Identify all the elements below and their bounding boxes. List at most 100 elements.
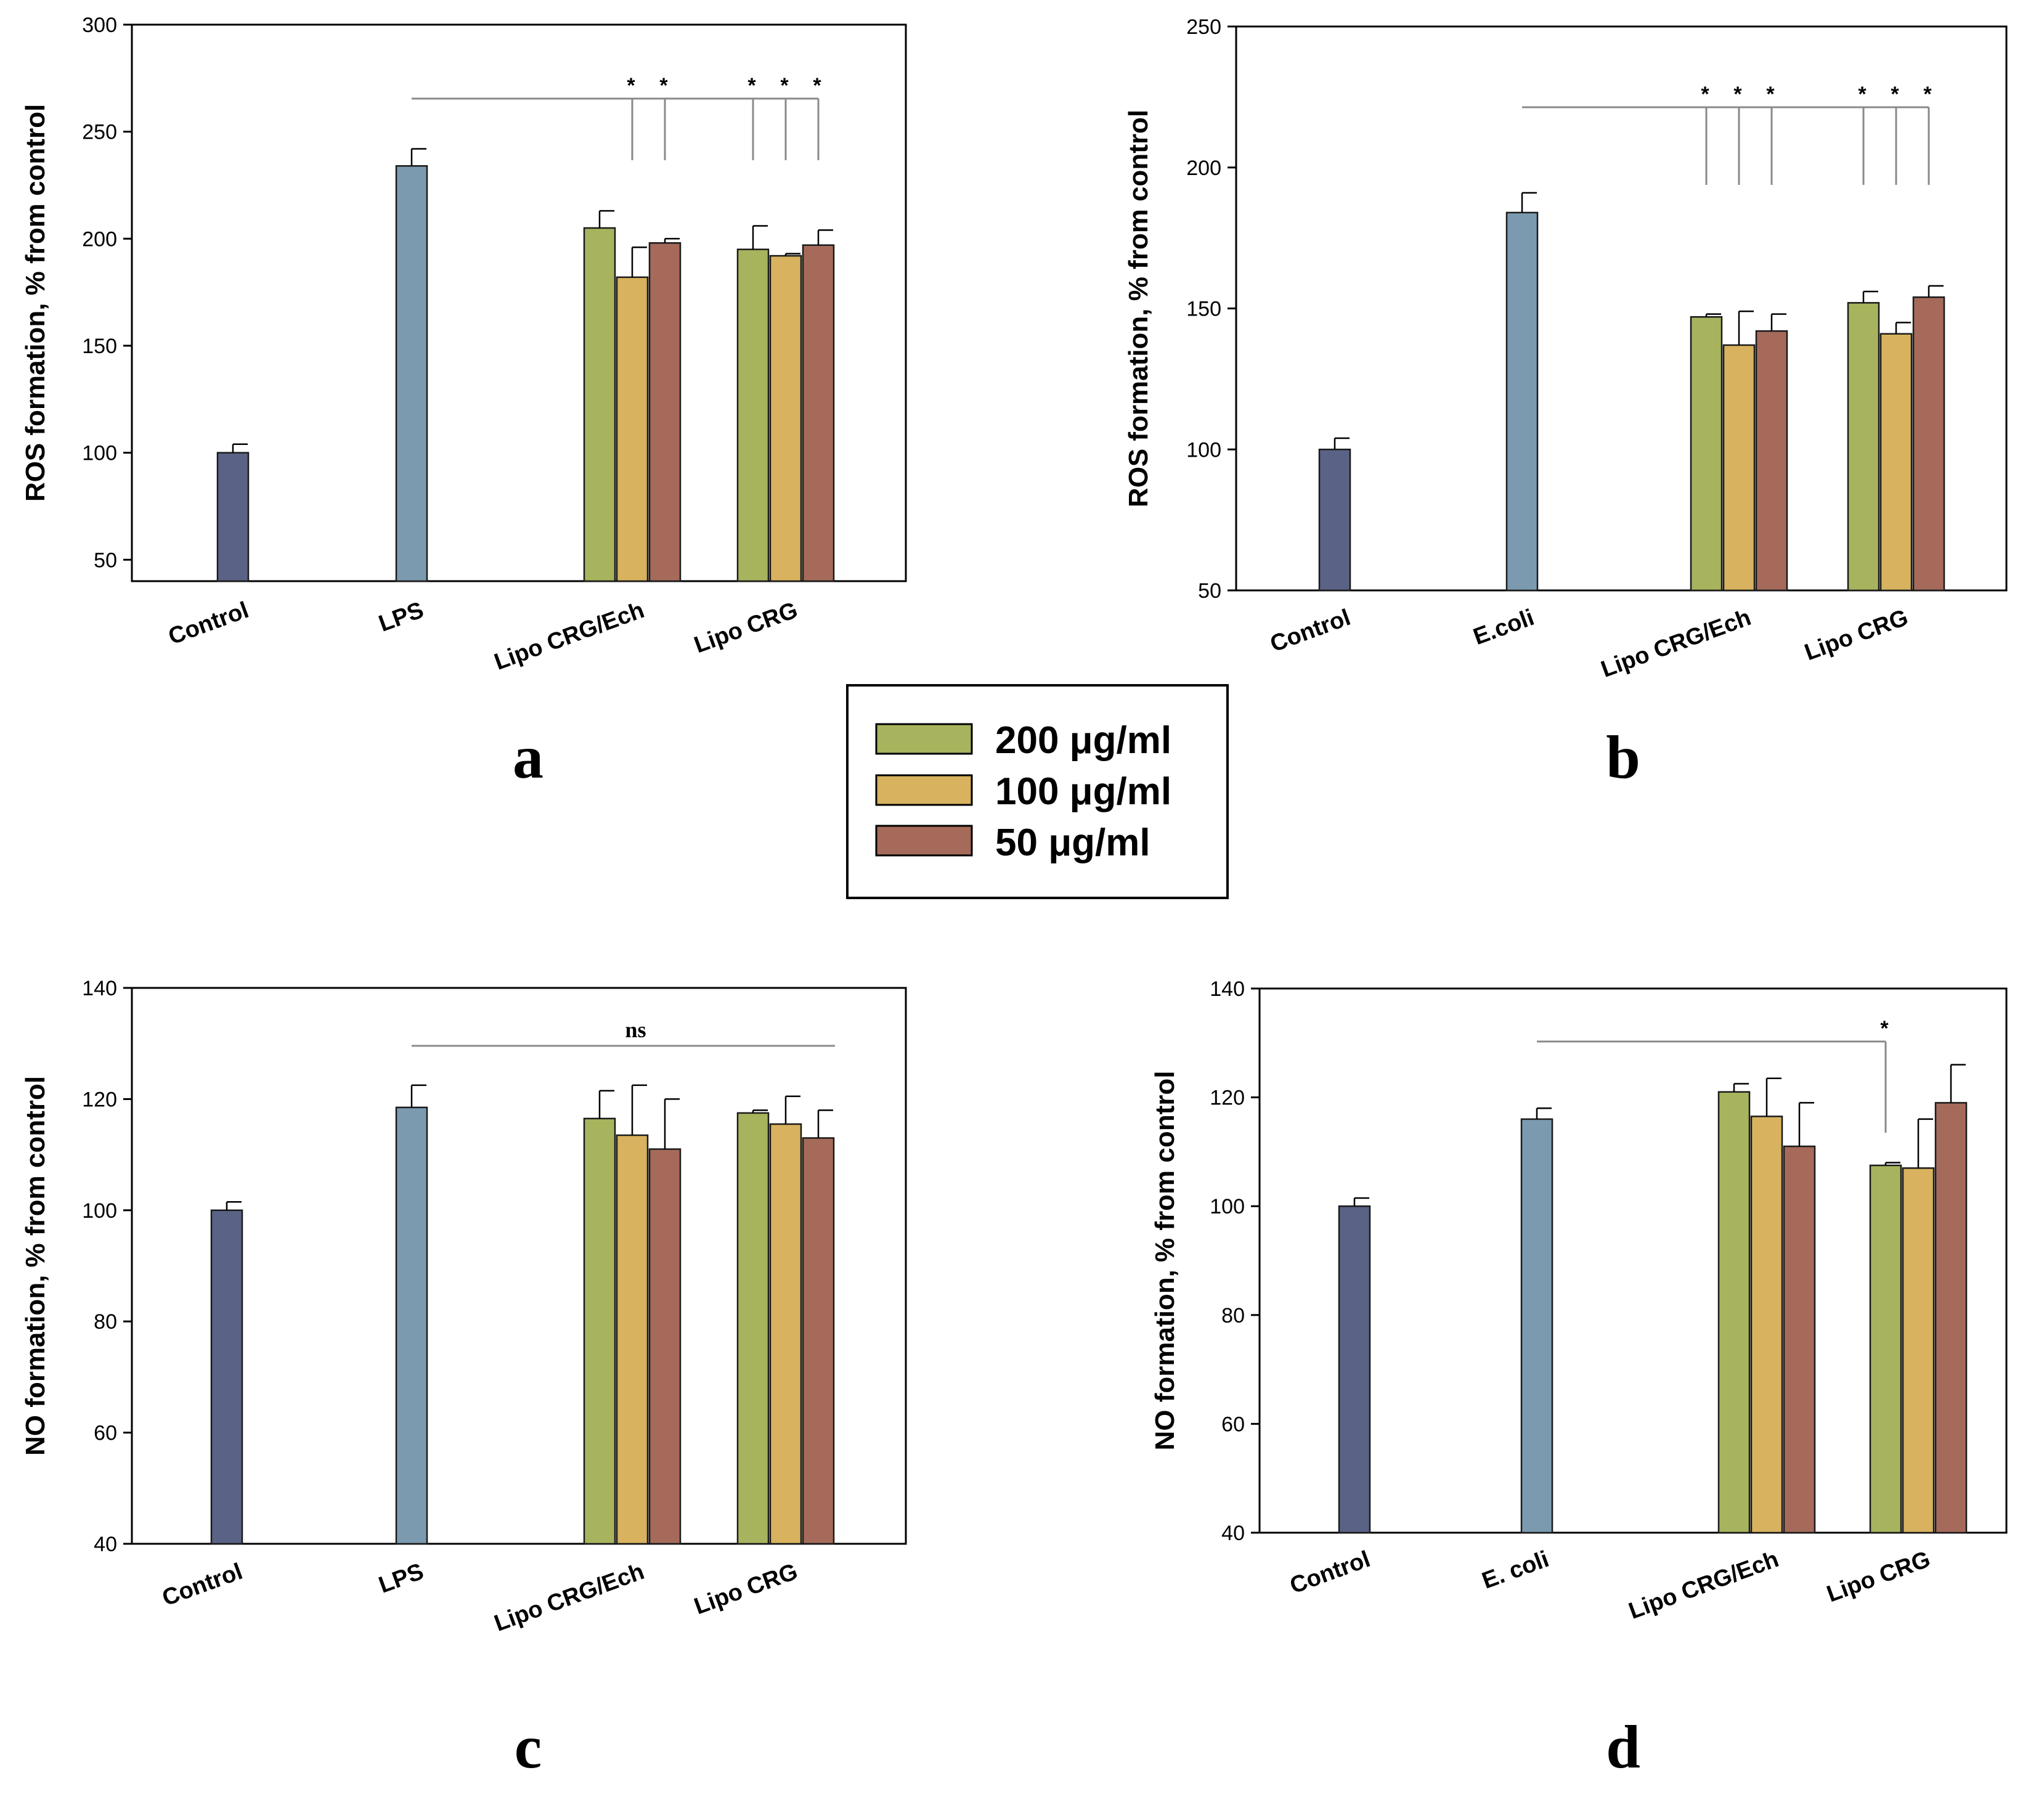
legend-swatch-50 <box>875 825 973 857</box>
bar-lps-0 <box>395 165 428 582</box>
category-label: LPS <box>375 1559 427 1599</box>
category-label: Control <box>1267 605 1354 658</box>
bar-lipo-crg-2 <box>1934 1102 1968 1534</box>
bar-lipo-crg-1 <box>1902 1167 1935 1534</box>
bar-lipo-crg-ech-1 <box>1750 1115 1783 1534</box>
y-tick-label: 120 <box>82 1088 117 1111</box>
y-tick-label: 140 <box>1210 977 1245 1001</box>
significance-star: * <box>747 74 756 97</box>
significance-star: * <box>1891 83 1899 106</box>
plot-frame <box>131 987 907 1545</box>
category-label: Lipo CRG <box>691 1559 801 1620</box>
bar-control-0 <box>1338 1205 1371 1534</box>
bar-lipo-crg-0 <box>736 1112 770 1545</box>
bar-lipo-crg-1 <box>1879 333 1913 592</box>
panel-letter: a <box>513 723 544 791</box>
plot-frame <box>1258 987 2008 1534</box>
panel-letter: d <box>1606 1713 1640 1781</box>
bar-lipo-crg-ech-0 <box>1690 316 1723 592</box>
category-label: Lipo CRG <box>1801 605 1912 666</box>
category-label: Control <box>165 597 252 650</box>
bar-lipo-crg-2 <box>802 244 835 582</box>
y-tick-label: 140 <box>82 977 117 1000</box>
bar-lipo-crg-ech-2 <box>1755 330 1788 592</box>
significance-star: * <box>780 74 789 97</box>
bar-e-coli-0 <box>1505 211 1539 592</box>
category-label: Lipo CRG/Ech <box>491 597 648 675</box>
y-tick-label: 60 <box>1221 1413 1245 1436</box>
bar-lipo-crg-ech-0 <box>1717 1091 1751 1534</box>
bar-e-coli-0 <box>1520 1118 1553 1534</box>
y-tick-label: 250 <box>82 121 117 144</box>
bar-lipo-crg-ech-2 <box>648 242 682 582</box>
panel-b: 50 100 150 200 250 ROS formation, % from cont… <box>1123 15 2008 791</box>
y-tick-label: 60 <box>94 1422 117 1445</box>
bar-lipo-crg-ech-0 <box>583 227 616 582</box>
y-axis-label: ROS formation, % from control <box>1123 110 1154 507</box>
legend: 200 μg/ml 100 μg/ml 50 μg/ml <box>846 684 1229 899</box>
y-axis-label: NO formation, % from control <box>1150 1071 1180 1451</box>
panel-c: 40 60 80 100 120 140 NO formation, % from cont… <box>20 977 907 1781</box>
bar-control-0 <box>210 1209 243 1545</box>
significance-star: * <box>1766 83 1775 106</box>
y-tick-label: 150 <box>82 335 117 358</box>
significance-star: * <box>627 74 635 97</box>
bar-lipo-crg-2 <box>1912 296 1945 592</box>
significance-star: * <box>659 74 668 97</box>
bar-control-0 <box>216 452 250 582</box>
panel-d: 40 60 80 100 120 140 NO formation, % from cont… <box>1150 977 2008 1781</box>
significance-star: * <box>1701 83 1709 106</box>
significance-star: * <box>1858 83 1867 106</box>
bar-lipo-crg-1 <box>769 1123 802 1545</box>
bar-lipo-crg-2 <box>802 1137 835 1545</box>
legend-swatch-100 <box>875 774 973 806</box>
y-tick-label: 150 <box>1186 298 1221 321</box>
y-tick-label: 120 <box>1210 1087 1245 1110</box>
significance-star: * <box>813 74 821 97</box>
plot-frame <box>131 23 907 582</box>
panel-a: 50 100 150 200 250 300 ROS formation, % from c… <box>20 14 907 791</box>
bar-lipo-crg-ech-1 <box>616 276 649 582</box>
bar-lps-0 <box>395 1106 428 1545</box>
panel-letter: c <box>515 1713 542 1781</box>
category-label: E. coli <box>1479 1546 1553 1594</box>
bar-lipo-crg-ech-2 <box>1783 1145 1816 1534</box>
y-tick-label: 40 <box>94 1533 117 1556</box>
category-label: LPS <box>375 597 427 637</box>
category-label: Control <box>1287 1546 1374 1599</box>
y-tick-label: 250 <box>1186 15 1221 39</box>
category-label: Lipo CRG <box>691 597 801 658</box>
legend-swatch-200 <box>875 723 973 755</box>
bar-lipo-crg-0 <box>1847 302 1880 592</box>
bar-lipo-crg-0 <box>736 248 770 582</box>
significance-label: ns <box>625 1017 646 1042</box>
panel-letter: b <box>1606 723 1640 791</box>
legend-label-50: 50 μg/ml <box>995 822 1150 864</box>
bar-control-0 <box>1318 449 1351 592</box>
y-tick-label: 40 <box>1221 1522 1245 1545</box>
y-tick-label: 100 <box>82 442 117 465</box>
bar-lipo-crg-0 <box>1869 1164 1902 1534</box>
bar-lipo-crg-ech-1 <box>1722 344 1756 592</box>
y-tick-label: 100 <box>82 1199 117 1223</box>
category-label: Lipo CRG/Ech <box>1626 1546 1782 1625</box>
y-tick-label: 80 <box>94 1310 117 1334</box>
category-label: Lipo CRG <box>1823 1546 1934 1607</box>
y-axis-label: ROS formation, % from control <box>20 104 51 502</box>
y-tick-label: 100 <box>1186 438 1221 462</box>
significance-star: * <box>1733 83 1742 106</box>
category-label: Lipo CRG/Ech <box>491 1559 648 1637</box>
significance-star: * <box>1923 83 1932 106</box>
y-tick-label: 50 <box>1198 579 1221 603</box>
y-axis-label: NO formation, % from control <box>20 1076 51 1456</box>
y-tick-label: 200 <box>82 227 117 251</box>
y-tick-label: 100 <box>1210 1195 1245 1218</box>
legend-label-100: 100 μg/ml <box>995 770 1171 813</box>
legend-label-200: 200 μg/ml <box>995 719 1171 762</box>
category-label: Control <box>159 1559 246 1612</box>
y-tick-label: 80 <box>1221 1304 1245 1327</box>
y-tick-label: 200 <box>1186 157 1221 180</box>
bar-lipo-crg-1 <box>769 255 802 582</box>
category-label: E.coli <box>1470 605 1537 650</box>
